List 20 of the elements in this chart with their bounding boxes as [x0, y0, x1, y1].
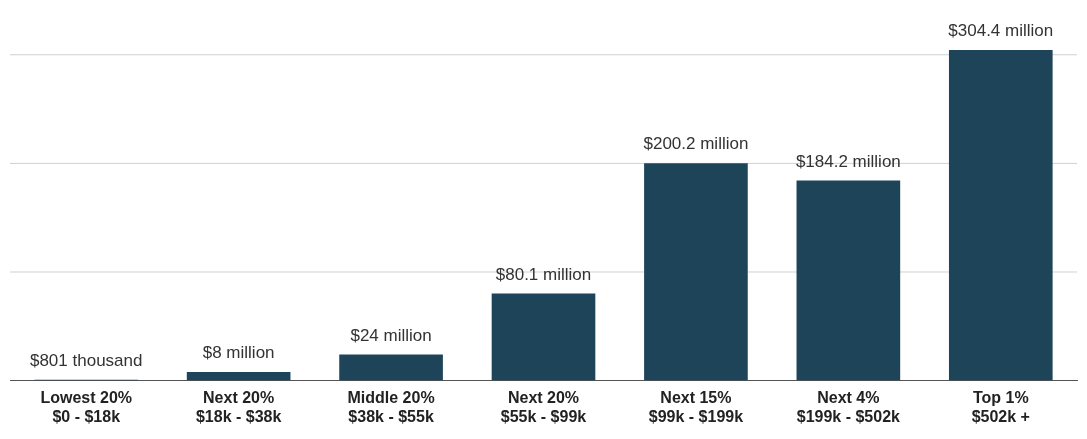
- data-label: $304.4 million: [948, 21, 1054, 41]
- data-label: $8 million: [202, 343, 275, 363]
- data-label: $80.1 million: [495, 264, 592, 284]
- x-tick-label: Next 15% $99k - $199k: [648, 388, 744, 425]
- bar: [644, 163, 748, 381]
- bar: [339, 354, 443, 381]
- data-label: $184.2 million: [795, 151, 901, 171]
- data-label: $801 thousand: [29, 350, 143, 370]
- bar: [491, 293, 596, 381]
- data-label: $200.2 million: [643, 134, 749, 154]
- bar: [186, 371, 291, 381]
- x-tick-label: Next 20% $55k - $99k: [500, 388, 587, 425]
- bar: [796, 180, 901, 381]
- x-tick-label: Next 20% $18k - $38k: [195, 388, 282, 425]
- x-tick-label: Next 4% $199k - $502k: [796, 388, 901, 425]
- x-tick-label: Middle 20% $38k - $55k: [347, 388, 435, 425]
- x-tick-label: Top 1% $502k +: [971, 388, 1030, 425]
- bar: [948, 50, 1053, 381]
- x-tick-label: Lowest 20% $0 - $18k: [40, 388, 133, 425]
- data-label: $24 million: [350, 325, 432, 345]
